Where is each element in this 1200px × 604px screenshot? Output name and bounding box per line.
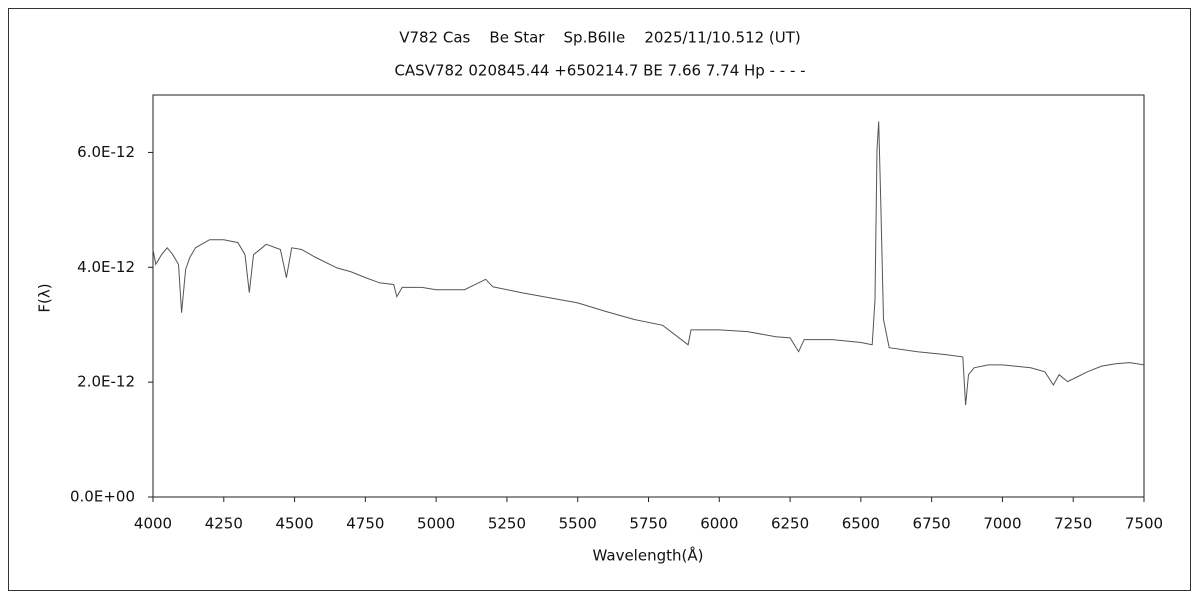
x-tick-label: 4250 bbox=[205, 515, 243, 533]
chart-subtitle: CASV782 020845.44 +650214.7 BE 7.66 7.74… bbox=[394, 62, 805, 80]
y-axis-label: F(λ) bbox=[36, 283, 54, 312]
x-tick-label: 5500 bbox=[559, 515, 597, 533]
chart-frame bbox=[8, 8, 1191, 591]
y-tick-label: 6.0E-12 bbox=[77, 143, 135, 161]
x-tick-label: 6750 bbox=[913, 515, 951, 533]
chart-title: V782 Cas Be Star Sp.B6IIe 2025/11/10.512… bbox=[399, 29, 801, 47]
x-tick-label: 7500 bbox=[1125, 515, 1163, 533]
x-tick-label: 4750 bbox=[346, 515, 384, 533]
x-tick-label: 6250 bbox=[771, 515, 809, 533]
x-tick-label: 6500 bbox=[842, 515, 880, 533]
y-tick-label: 2.0E-12 bbox=[77, 373, 135, 391]
y-tick-label: 4.0E-12 bbox=[77, 258, 135, 276]
x-tick-label: 4000 bbox=[134, 515, 172, 533]
x-tick-label: 7000 bbox=[983, 515, 1021, 533]
y-tick-label: 0.0E+00 bbox=[70, 488, 135, 506]
x-tick-label: 5000 bbox=[417, 515, 455, 533]
x-axis-label: Wavelength(Å) bbox=[593, 546, 704, 565]
x-tick-label: 4500 bbox=[275, 515, 313, 533]
x-tick-label: 5750 bbox=[629, 515, 667, 533]
spectrum-line bbox=[152, 121, 1145, 406]
x-tick-label: 6000 bbox=[700, 515, 738, 533]
x-tick-label: 7250 bbox=[1054, 515, 1092, 533]
x-tick-label: 5250 bbox=[488, 515, 526, 533]
